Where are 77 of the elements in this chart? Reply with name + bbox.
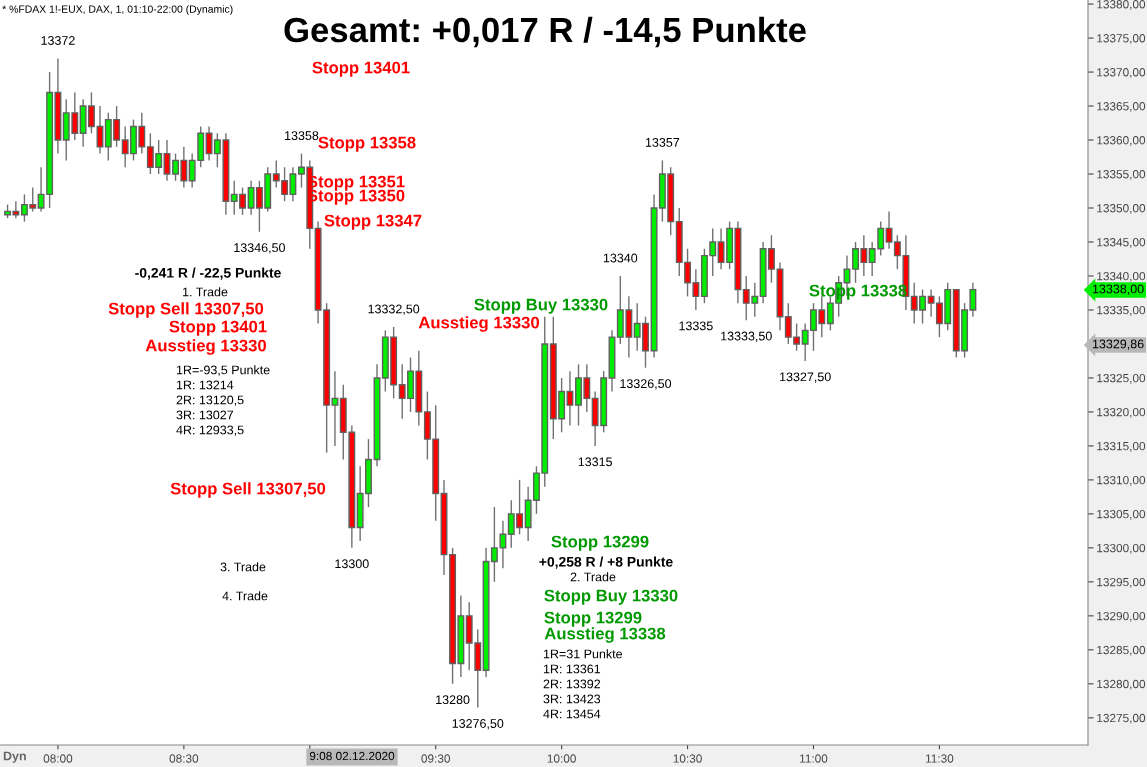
- annotation: Ausstieg 13338: [544, 627, 666, 643]
- annotation: 13280: [436, 695, 470, 705]
- annotation: Stopp 13299: [551, 535, 649, 551]
- annotation: 13358: [285, 131, 319, 141]
- annotation: Ausstieg 13330: [418, 316, 539, 332]
- annotation: Stopp Buy 13330: [474, 298, 608, 314]
- x-tick-label: 09:30: [421, 754, 451, 763]
- text: 13329,86: [1092, 339, 1144, 350]
- annotation: 4R: 13454: [543, 709, 601, 719]
- y-tick-label: 13320,00: [1097, 407, 1146, 418]
- annotation: 13332,50: [368, 304, 420, 315]
- annotation: Stopp Buy 13330: [544, 589, 678, 605]
- annotation: Stopp 13401: [169, 320, 267, 336]
- text: Dyn: [3, 751, 26, 763]
- annotation: -0,241 R / -22,5 Punkte: [135, 267, 281, 280]
- y-tick-label: 13380,00: [1097, 0, 1146, 10]
- annotation: 13340: [603, 253, 638, 263]
- annotation: 3R: 13423: [543, 694, 601, 704]
- text: 13338,00: [1092, 284, 1144, 295]
- y-tick-label: 13300,00: [1097, 543, 1146, 554]
- annotation: +0,258 R / +8 Punkte: [539, 556, 673, 569]
- annotation: 4. Trade: [222, 591, 268, 601]
- annotation: 3R: 13027: [176, 410, 234, 420]
- annotation: 13357: [645, 137, 680, 147]
- y-tick-label: 13310,00: [1097, 475, 1146, 486]
- annotation: 13372: [41, 36, 75, 45]
- y-tick-label: 13345,00: [1097, 238, 1146, 248]
- annotation: 13326,50: [620, 379, 672, 390]
- annotation: 4R: 12933,5: [176, 425, 244, 436]
- y-tick-label: 13340,00: [1097, 272, 1146, 282]
- x-tick-label: 11:30: [925, 754, 954, 763]
- annotation: Stopp Sell 13307,50: [170, 482, 326, 498]
- y-tick-label: 13325,00: [1097, 373, 1146, 384]
- annotation: 3. Trade: [220, 562, 266, 572]
- annotation: 13346,50: [234, 243, 285, 254]
- text: 9:08 02.12.2020: [309, 751, 395, 761]
- annotation: 1R=31 Punkte: [543, 649, 623, 659]
- x-tick-label: 08:30: [169, 754, 199, 763]
- chart-subtitle: * %FDAX 1!-EUX, DAX, 1, 01:10-22:00 (Dynamic): [2, 5, 233, 15]
- y-tick-label: 13355,00: [1097, 170, 1146, 180]
- annotation: 13315: [578, 457, 612, 467]
- y-tick-label: 13315,00: [1097, 441, 1146, 452]
- y-tick-label: 13275,00: [1097, 713, 1146, 724]
- annotation: 2. Trade: [570, 572, 616, 582]
- y-tick-label: 13370,00: [1097, 68, 1146, 78]
- annotation: Stopp 13299: [544, 611, 642, 627]
- x-tick-label: 08:00: [43, 754, 73, 763]
- annotation: 1R: 13214: [176, 380, 234, 390]
- annotation: 1R=-93,5 Punkte: [176, 365, 270, 376]
- x-tick-label: 11:00: [800, 754, 828, 763]
- y-tick-label: 13290,00: [1097, 611, 1146, 622]
- annotation: 1. Trade: [183, 287, 228, 297]
- x-tick-label: 10:00: [547, 754, 576, 763]
- annotation: Stopp 13358: [318, 136, 416, 152]
- y-tick-label: 13350,00: [1097, 204, 1146, 214]
- annotation: Ausstieg 13330: [145, 339, 266, 355]
- annotation: Stopp 13347: [324, 214, 422, 230]
- annotation: 2R: 13120,5: [176, 395, 244, 406]
- y-tick-label: 13375,00: [1097, 34, 1146, 44]
- annotation: 1R: 13361: [543, 664, 601, 674]
- annotation: Stopp Sell 13307,50: [108, 302, 264, 318]
- annotation: 13335: [679, 321, 713, 331]
- y-tick-label: 13295,00: [1097, 577, 1146, 588]
- annotation: 13300: [335, 559, 369, 569]
- x-tick-label: 10:30: [673, 754, 702, 763]
- annotation: Stopp 13401: [312, 61, 410, 77]
- y-tick-label: 13335,00: [1097, 306, 1146, 316]
- y-tick-label: 13280,00: [1097, 679, 1146, 690]
- chart-title: Gesamt: +0,017 R / -14,5 Punkte: [284, 16, 806, 48]
- y-tick-label: 13305,00: [1097, 509, 1146, 520]
- y-tick-label: 13360,00: [1097, 136, 1146, 146]
- annotation: 13333,50: [721, 331, 772, 342]
- annotation: 13276,50: [452, 719, 504, 730]
- annotation: 13327,50: [780, 372, 831, 383]
- annotation: 2R: 13392: [543, 679, 601, 689]
- y-tick-label: 13285,00: [1097, 645, 1146, 656]
- y-tick-label: 13365,00: [1097, 102, 1146, 112]
